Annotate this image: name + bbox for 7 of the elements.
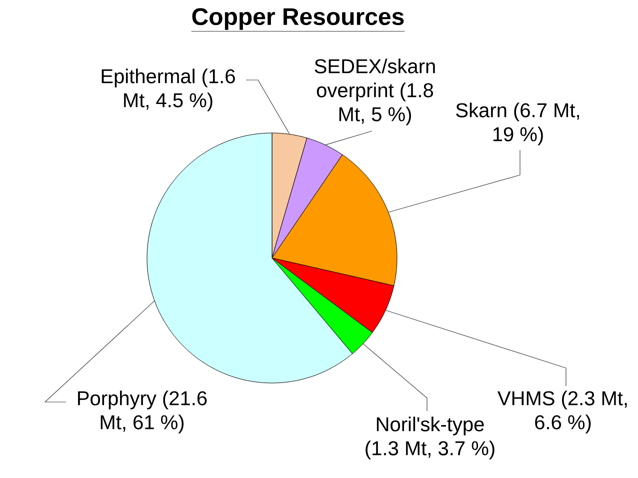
- slice-label: Noril'sk-type (1.3 Mt, 3.7 %): [366, 416, 494, 460]
- slice-label: Epithermal (1.6 Mt, 4.5 %): [102, 68, 235, 112]
- slice-label: Skarn (6.7 Mt, 19 %): [456, 102, 579, 146]
- slice-label: VHMS (2.3 Mt, 6.6 %): [498, 390, 627, 434]
- slice-label: SEDEX/skarn overprint (1.8 Mt, 5 %): [314, 58, 435, 126]
- slice-label: Porphyry (21.6 Mt, 61 %): [78, 390, 207, 434]
- chart-title: Copper Resources: [192, 8, 404, 30]
